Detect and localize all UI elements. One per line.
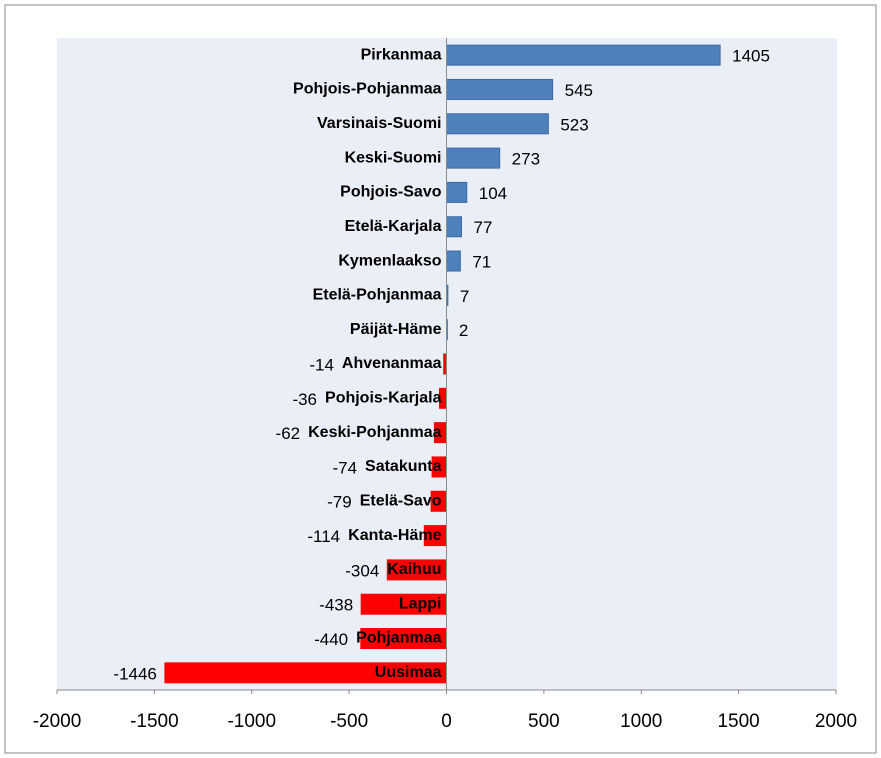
category-label: Pirkanmaa [361,46,442,63]
category-label: Päijät-Häme [350,321,442,338]
value-label: 2 [459,321,468,340]
value-label: 7 [460,287,469,306]
bar [446,181,468,203]
category-label: Kanta-Häme [348,527,441,544]
category-label: Pohjois-Karjala [325,390,442,407]
value-label: -14 [309,355,334,374]
chart-frame [4,4,877,754]
category-label: Lappi [399,595,442,612]
bar [446,216,462,238]
bar [446,147,501,169]
value-label: -36 [292,390,317,409]
category-label: Uusimaa [375,664,442,681]
bar [446,44,721,66]
x-tick-label: 2000 [815,711,857,732]
category-label: Kaihuu [387,561,441,578]
value-label: -1446 [113,664,156,683]
category-label: Etelä-Karjala [345,218,442,235]
x-tick-label: 1500 [717,711,759,732]
value-label: 104 [479,184,507,203]
bar [446,113,549,135]
bar [446,78,554,100]
category-label: Pohjanmaa [356,630,441,647]
value-label: -62 [276,424,301,443]
category-label: Keski-Pohjanmaa [308,424,441,441]
x-tick-label: 500 [528,711,560,732]
value-label: -74 [332,458,357,477]
value-label: 523 [560,115,588,134]
category-label: Etelä-Pohjanmaa [313,287,442,304]
category-label: Pohjois-Savo [340,184,442,201]
value-label: 545 [565,81,593,100]
value-label: 1405 [732,47,770,66]
value-label: 273 [512,150,540,169]
value-label: 71 [472,253,491,272]
value-label: -114 [307,527,340,546]
category-label: Etelä-Savo [360,492,442,509]
value-label: -438 [319,596,353,615]
category-label: Kymenlaakso [338,252,441,269]
category-label: Ahvenanmaa [342,355,442,372]
value-label: -440 [314,630,348,649]
x-tick-label: 1000 [620,711,662,732]
category-label: Satakunta [365,458,442,475]
value-label: -79 [327,493,352,512]
x-tick-label: -2000 [33,711,82,732]
category-label: Pohjois-Pohjanmaa [293,81,442,98]
value-label: 77 [473,218,492,237]
category-label: Varsinais-Suomi [317,115,442,132]
x-tick-label: -500 [330,711,368,732]
x-tick-label: -1000 [227,711,276,732]
x-tick-label: -1500 [130,711,179,732]
x-tick-label: 0 [441,711,452,732]
bar [446,250,461,272]
value-label: -304 [345,561,379,580]
category-label: Keski-Suomi [345,149,442,166]
